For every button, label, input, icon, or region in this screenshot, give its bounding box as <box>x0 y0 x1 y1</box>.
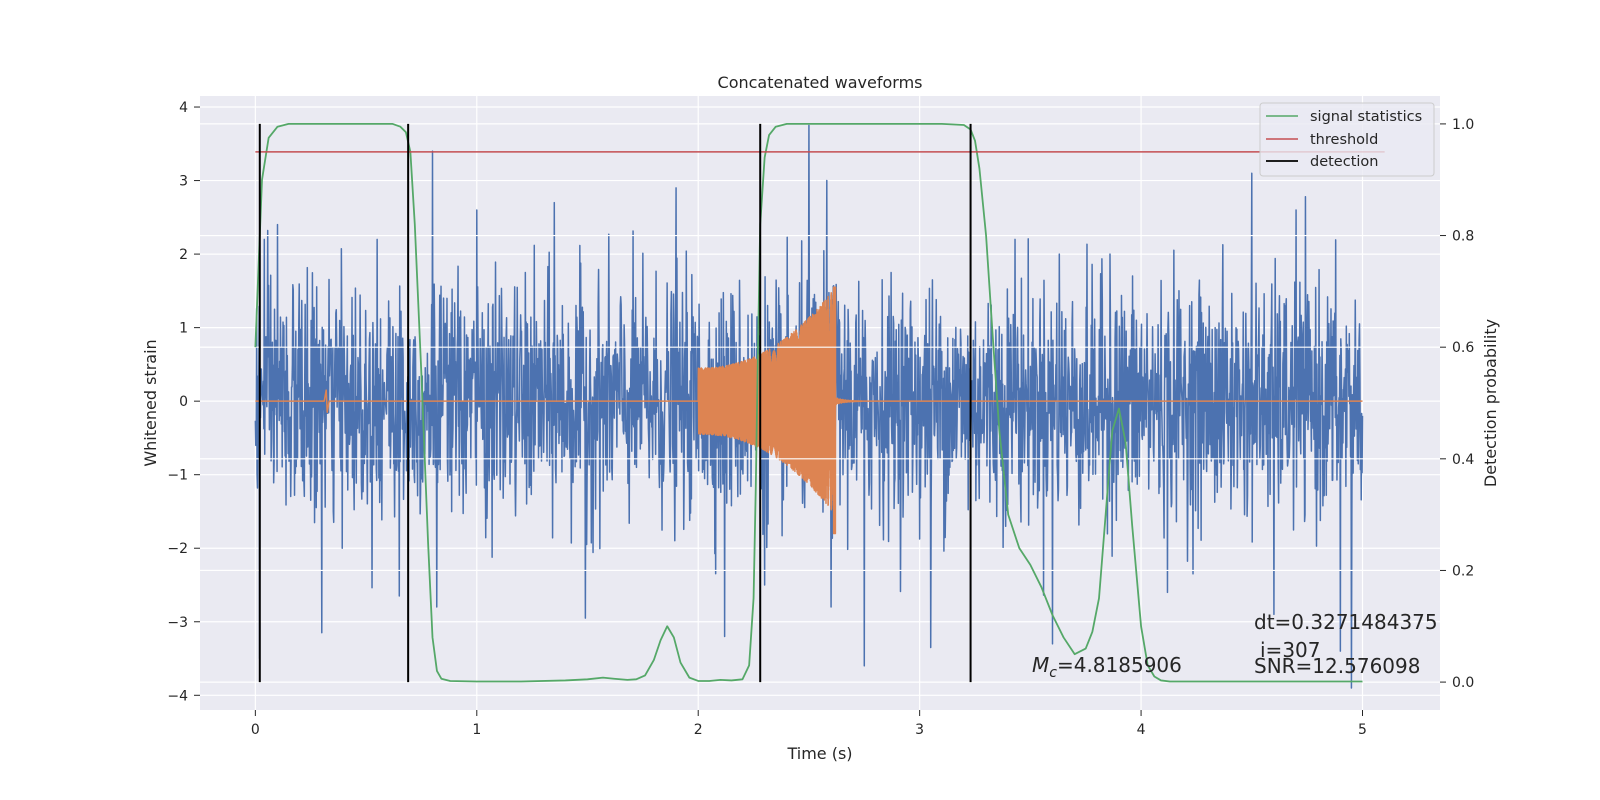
annotation-mc-sub: c <box>1049 665 1057 681</box>
y2-tick-label: 0.4 <box>1452 452 1474 468</box>
legend-label-detection: detection <box>1310 154 1378 170</box>
y-tick-label: −4 <box>167 688 188 704</box>
y-tick-label: 1 <box>179 321 188 337</box>
y-tick-label: −2 <box>167 541 188 557</box>
y-tick-label: −1 <box>167 468 188 484</box>
y-axis-label: Whitened strain <box>141 339 160 466</box>
x-axis-label: Time (s) <box>786 744 852 763</box>
legend: signal statistics threshold detection <box>1259 102 1435 177</box>
y2-tick-label: 0.6 <box>1452 340 1474 356</box>
legend-box <box>1259 102 1435 177</box>
chart-title: Concatenated waveforms <box>718 73 923 92</box>
y2-tick-label: 0.2 <box>1452 563 1474 579</box>
data-layer <box>200 123 1440 689</box>
legend-label-signal-statistics: signal statistics <box>1310 109 1422 125</box>
y-tick-label: −3 <box>167 615 188 631</box>
y2-tick-label: 0.8 <box>1452 229 1474 245</box>
y2-tick-label: 0.0 <box>1452 675 1474 691</box>
axes: 0 1 2 3 4 5 −4 −3 −2 −1 0 1 2 3 4 0.0 0.2 0.4 0.6 0.8 1.0 <box>167 100 1474 738</box>
annotations: Mc=4.8185906 dt=0.3271484375 i=307 SNR=1… <box>1032 610 1438 681</box>
x-tick-label: 3 <box>915 722 924 738</box>
y-tick-label: 3 <box>179 174 188 190</box>
annotation-snr: SNR=12.576098 <box>1254 654 1420 678</box>
y-tick-label: 4 <box>179 100 188 116</box>
x-tick-label: 0 <box>251 722 260 738</box>
series-signal-statistics <box>254 123 1363 683</box>
x-tick-label: 4 <box>1137 722 1146 738</box>
y-tick-label: 0 <box>179 394 188 410</box>
y-tick-label: 2 <box>179 247 188 263</box>
annotation-mc-symbol: M <box>1032 653 1049 677</box>
x-tick-label: 5 <box>1358 722 1367 738</box>
annotation-i: i=307 <box>1260 638 1321 662</box>
y2-axis-label: Detection probability <box>1481 319 1500 487</box>
x-tick-label: 2 <box>694 722 703 738</box>
annotation-dt: dt=0.3271484375 <box>1254 610 1438 634</box>
annotation-mc: Mc=4.8185906 <box>1032 653 1182 681</box>
series-whitened-strain-noise <box>254 124 1364 689</box>
y2-tick-label: 1.0 <box>1452 117 1474 133</box>
series-injected-waveform <box>255 286 1363 535</box>
legend-label-threshold: threshold <box>1310 132 1378 148</box>
x-tick-label: 1 <box>472 722 481 738</box>
annotation-mc-value: =4.8185906 <box>1057 653 1182 677</box>
